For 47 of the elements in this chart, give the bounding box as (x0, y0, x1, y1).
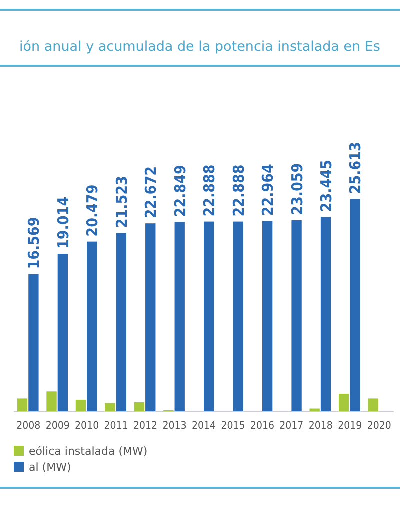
data-label: 22.888 (200, 164, 219, 217)
x-tick-label: 2008 (16, 420, 41, 432)
bar (292, 220, 302, 412)
bar (204, 222, 214, 412)
data-label: 25.613 (346, 142, 365, 194)
data-label: 22.888 (230, 164, 248, 217)
bar (233, 222, 244, 412)
x-tick-label: 2014 (192, 420, 216, 432)
x-tick-label: 2009 (46, 420, 70, 432)
x-tick-label: 2012 (134, 420, 158, 432)
x-tick-label: 2018 (308, 420, 333, 432)
x-tick-label: 2020 (367, 420, 392, 432)
legend-label: al (MW) (29, 461, 72, 474)
data-label: 20.479 (84, 184, 102, 237)
data-label: 23.059 (288, 163, 306, 216)
x-tick-label: 2011 (104, 420, 128, 432)
bar (76, 400, 86, 412)
data-label: 23.445 (318, 160, 336, 212)
bar (58, 254, 68, 412)
x-tick-label: 2017 (280, 420, 304, 432)
bar (46, 392, 57, 412)
bar (262, 221, 273, 412)
x-tick-label: 2019 (338, 420, 362, 432)
data-label: 22.964 (259, 164, 278, 216)
x-tick-label: 2010 (75, 420, 100, 432)
bar (116, 233, 126, 412)
bar (320, 217, 332, 412)
bar (338, 394, 350, 412)
data-label: 22.849 (171, 165, 190, 218)
data-label: 21.523 (112, 176, 131, 228)
bar (105, 403, 116, 412)
x-tick-label: 2016 (250, 420, 274, 432)
legend-label: eólica instalada (MW) (29, 445, 148, 458)
bar (87, 242, 98, 412)
data-label: 22.672 (142, 166, 160, 219)
bar (28, 274, 39, 412)
data-label: 19.014 (54, 196, 72, 249)
bar (134, 402, 145, 412)
bar (368, 398, 378, 412)
data-label: 16.569 (25, 217, 44, 270)
chart-title: ión anual y acumulada de la potencia instalada en Es (20, 39, 380, 55)
x-tick-label: 2013 (162, 420, 187, 432)
bar (174, 222, 185, 412)
bar (350, 199, 360, 412)
x-tick-label: 2015 (221, 420, 246, 432)
bar (17, 398, 28, 412)
bar (146, 224, 156, 412)
